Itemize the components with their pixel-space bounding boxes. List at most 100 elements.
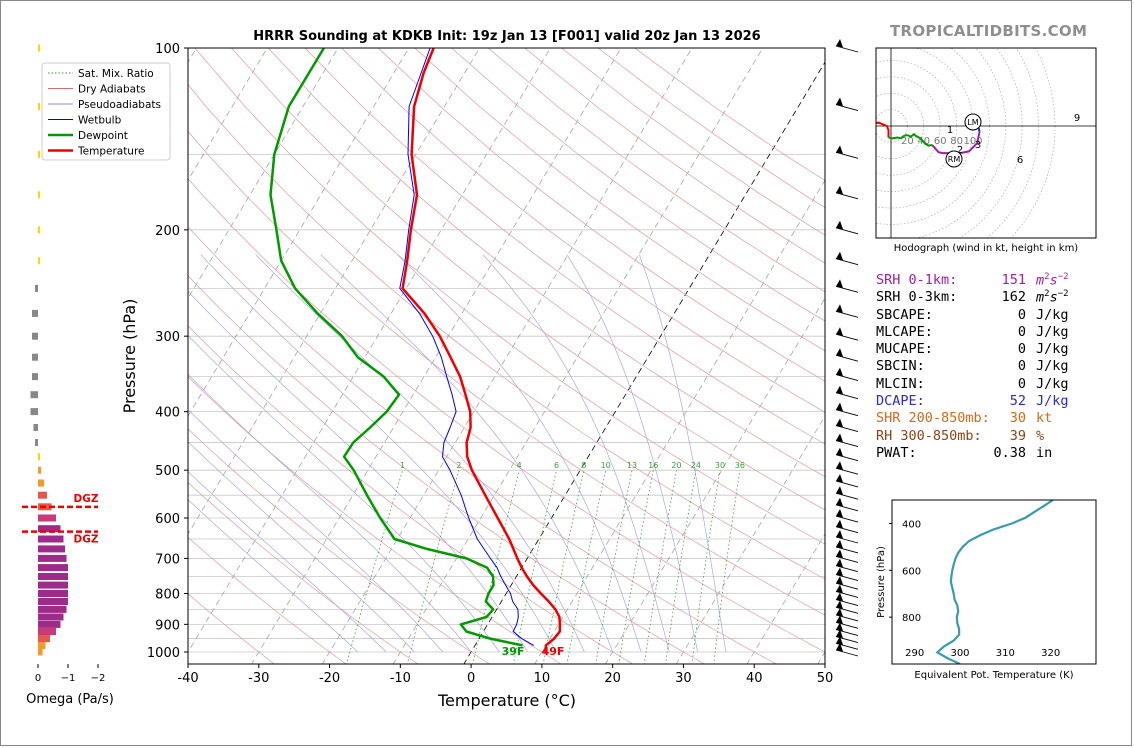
omega-tick-label: −2	[91, 673, 106, 684]
wind-barb-shaft	[835, 333, 859, 341]
theta-e-y-tick-label: 600	[902, 566, 921, 577]
wind-barb-shaft	[835, 227, 859, 235]
wind-barb-flag	[836, 629, 843, 638]
wind-barb-flag	[836, 486, 843, 495]
mixing-ratio-line	[472, 470, 520, 664]
wind-barb-flag	[836, 145, 843, 154]
omega-bar	[38, 491, 47, 499]
omega-bar	[38, 581, 68, 589]
stat-value: 162	[1001, 289, 1026, 306]
omega-bar	[38, 554, 67, 562]
wind-barb-flag	[836, 600, 843, 609]
omega-bar	[38, 648, 43, 656]
theta-e-frame	[891, 499, 1097, 665]
stat-label: SHR 200-850mb:	[876, 410, 990, 427]
wind-barb-flag	[836, 385, 843, 395]
dry-adiabat-line	[341, 48, 825, 413]
stat-label: RH 300-850mb:	[876, 427, 982, 444]
dry-adiabat-line	[188, 130, 825, 616]
omega-tick-label: 0	[35, 673, 41, 684]
theta-e-x-tick-label: 300	[950, 648, 969, 659]
omega-bar	[38, 635, 50, 642]
pseudoadiabat-line	[397, 254, 642, 653]
x-tick-label: 0	[467, 671, 475, 686]
wind-barb-shaft	[835, 546, 859, 554]
stat-unit: in	[1036, 444, 1053, 461]
pseudoadiabat-line	[188, 441, 415, 653]
wind-barb-flag	[836, 304, 843, 313]
dry-adiabat-line	[231, 48, 825, 511]
stat-row: SBCAPE: 0 J/kg	[876, 307, 1116, 324]
stat-value: 0	[1017, 323, 1026, 340]
y-tick-label: 700	[155, 552, 180, 567]
wind-barb-flag	[836, 576, 843, 585]
stat-row: RH 300-850mb: 39%	[876, 428, 1116, 445]
dry-adiabat-line	[188, 593, 275, 664]
wind-barb-shaft	[835, 504, 859, 512]
y-axis-label: Pressure (hPa)	[120, 299, 139, 414]
mixing-ratio-label: 36	[735, 461, 745, 470]
wind-barb-shaft	[835, 467, 859, 475]
mixing-ratio-label: 6	[554, 461, 559, 470]
wind-barb-shaft	[835, 192, 859, 200]
dry-adiabat-line	[267, 48, 825, 478]
wind-barb-shaft	[835, 425, 859, 432]
stat-value: 0	[1017, 358, 1026, 375]
dry-adiabat-line	[188, 428, 491, 664]
wind-barb-flag	[836, 643, 843, 652]
omega-bar	[38, 44, 40, 52]
legend-label: Sat. Mix. Ratio	[78, 68, 154, 80]
pseudoadiabat-line	[566, 254, 698, 653]
wind-barb-shaft	[835, 392, 859, 400]
temperature-profile	[401, 48, 562, 653]
wind-barb-flag	[836, 251, 843, 261]
pseudoadiabat-line	[638, 254, 727, 653]
hodograph-ring-label: 80	[950, 136, 963, 147]
omega-tick-label: −1	[61, 673, 76, 684]
wind-barb-shaft	[835, 614, 859, 622]
omega-axis-label: Omega (Pa/s)	[26, 692, 114, 707]
mixing-ratio-label: 30	[715, 461, 725, 470]
wind-barb-flag	[836, 327, 843, 336]
legend-label: Wetbulb	[78, 115, 122, 127]
stat-label: MLCAPE:	[876, 323, 933, 340]
dry-adiabat-line	[188, 536, 347, 664]
storm-motion-marker	[964, 113, 982, 131]
dry-adiabat-line	[188, 83, 825, 580]
y-tick-label: 400	[155, 406, 180, 421]
wind-barb-shaft	[835, 374, 859, 382]
wind-barb-shaft	[835, 591, 859, 598]
legend-box	[41, 62, 171, 161]
x-tick-label: -30	[248, 671, 269, 686]
legend-label: Dewpoint	[78, 130, 128, 142]
wind-barb-shaft	[835, 536, 859, 544]
stat-row: SBCIN: 0 J/kg	[876, 358, 1116, 375]
mixing-ratio-line	[643, 470, 677, 664]
x-tick-label: -40	[177, 671, 198, 686]
storm-motion-label: LM	[967, 118, 978, 127]
omega-bar	[38, 150, 40, 158]
pseudoadiabat-line	[188, 471, 387, 653]
stat-label: SRH 0-3km:	[876, 289, 958, 306]
stat-row: SRH 0-3km: 162 m2s−2	[876, 289, 1116, 306]
wind-barb-flag	[836, 592, 843, 601]
stat-row: MLCIN: 0 J/kg	[876, 376, 1116, 393]
stat-value: 0	[1017, 341, 1026, 358]
omega-bar	[33, 424, 38, 431]
stat-unit: J/kg	[1036, 393, 1069, 410]
mixing-ratio-line	[595, 470, 633, 664]
wind-barb-shaft	[835, 565, 859, 573]
stat-unit: J/kg	[1036, 306, 1069, 323]
wind-barb-shaft	[835, 574, 859, 581]
x-tick-label: -20	[319, 671, 340, 686]
stat-value: 0.38	[993, 444, 1026, 461]
omega-bar	[38, 628, 56, 635]
wind-barb-flag	[836, 584, 843, 593]
stat-unit-part: −2	[1057, 289, 1069, 300]
hodograph-height-label: 1	[947, 125, 953, 136]
wind-barb-shaft	[835, 526, 859, 534]
theta-e-x-tick-label: 310	[996, 648, 1015, 659]
omega-bar	[38, 564, 68, 572]
stat-label: MLCIN:	[876, 375, 925, 392]
